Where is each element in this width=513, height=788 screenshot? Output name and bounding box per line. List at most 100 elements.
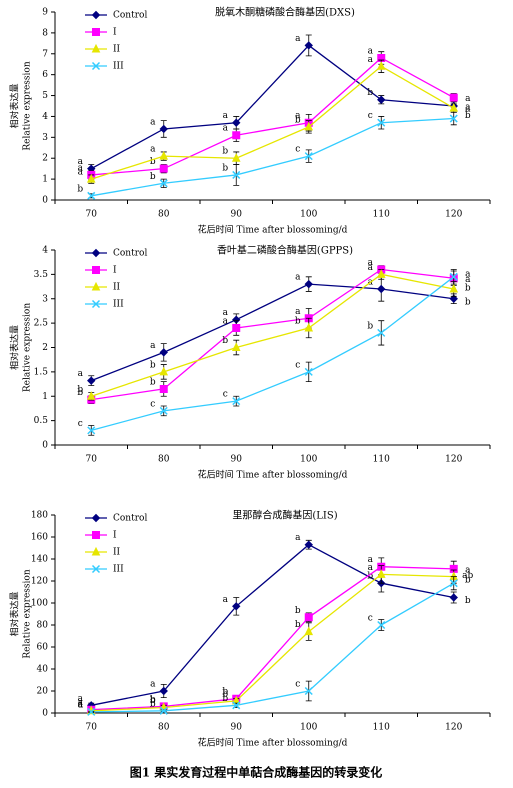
y-axis-label: Relative expression [23, 569, 33, 658]
x-axis-label: 花后时间 Time after blossoming/d [198, 737, 348, 749]
x-tick-label: 120 [445, 210, 462, 220]
series-line [91, 268, 454, 401]
significance-letter: a [295, 111, 301, 121]
data-point [304, 626, 314, 636]
series-line [91, 276, 455, 432]
y-tick-label: 6 [42, 70, 48, 80]
x-tick-label: 70 [86, 210, 98, 220]
legend-label: Control [113, 11, 147, 21]
y-axis-label: 相对表达量 [9, 591, 21, 636]
data-point [304, 540, 313, 549]
significance-letter: b [295, 620, 301, 630]
data-point [159, 384, 168, 393]
legend-label: III [113, 565, 124, 575]
legend-label: Control [113, 514, 147, 524]
y-tick-label: 1.5 [34, 367, 49, 377]
significance-letter: b [465, 111, 471, 121]
legend-label: II [113, 548, 121, 558]
y-tick-label: 100 [31, 599, 48, 609]
x-tick-label: 120 [445, 455, 462, 465]
significance-letter: a [150, 341, 156, 351]
data-point [304, 152, 313, 161]
chart-title: 香叶基二磷酸合酶基因(GPPS) [217, 244, 353, 257]
significance-letter: ab [462, 571, 473, 581]
x-tick-label: 90 [231, 723, 243, 733]
y-tick-label: 2.5 [34, 319, 49, 329]
significance-letter: b [150, 699, 156, 709]
x-tick-label: 110 [373, 723, 390, 733]
significance-letter: b [295, 317, 301, 327]
series-line [90, 44, 454, 170]
data-point [87, 426, 96, 435]
data-point [232, 170, 241, 179]
series-line [91, 117, 454, 197]
series-line [91, 582, 455, 713]
legend-marker [91, 248, 101, 258]
x-tick-label: 80 [158, 210, 170, 220]
x-tick-label: 120 [445, 723, 462, 733]
data-point [232, 602, 241, 611]
x-tick-label: 100 [300, 210, 317, 220]
series-line [91, 543, 454, 706]
significance-letter: b [150, 696, 156, 706]
significance-letter: b [222, 336, 228, 346]
significance-letter: c [150, 399, 155, 409]
data-point [377, 284, 386, 294]
chart-title: 里那醇合成酶基因(LIS) [232, 509, 337, 522]
significance-letter: b [465, 576, 471, 586]
significance-letter: b [222, 163, 228, 173]
legend-marker [91, 61, 101, 71]
y-tick-label: 0 [42, 709, 48, 719]
significance-letter: a [78, 157, 84, 167]
data-point [376, 269, 386, 278]
y-tick-label: 3.5 [34, 270, 49, 280]
x-axis-label: 花后时间 Time after blossoming/d [198, 469, 348, 481]
significance-letter: a [295, 273, 301, 283]
data-point [232, 397, 241, 406]
data-point [232, 701, 241, 710]
significance-letter: b [367, 572, 373, 582]
data-point [377, 328, 386, 337]
data-point [304, 41, 313, 50]
data-point [87, 376, 96, 385]
data-point [86, 173, 96, 183]
y-tick-label: 4 [42, 246, 48, 256]
x-axis-label: 花后时间 Time after blossoming/d [198, 224, 348, 236]
significance-letter: c [78, 419, 83, 429]
significance-letter: a [368, 55, 374, 65]
significance-letter: a [223, 124, 229, 134]
legend-marker [91, 546, 101, 556]
data-point [304, 322, 314, 332]
data-point [376, 61, 386, 70]
data-point [449, 102, 459, 112]
data-point [376, 569, 386, 578]
data-point [449, 564, 458, 573]
significance-letter: a [223, 595, 229, 605]
significance-letter: b [295, 606, 301, 616]
significance-letter: b [222, 689, 228, 699]
x-tick-label: 110 [373, 210, 390, 220]
legend-label: II [113, 45, 121, 55]
y-tick-label: 8 [42, 28, 48, 38]
data-point [304, 686, 313, 696]
significance-letter: a [223, 111, 229, 121]
y-tick-label: 7 [42, 49, 48, 59]
legend-marker [91, 10, 101, 20]
data-point [304, 367, 313, 376]
significance-letter: b [150, 695, 156, 705]
y-tick-label: 3 [42, 294, 48, 304]
y-tick-label: 1 [42, 392, 48, 402]
significance-letter: a [78, 694, 84, 704]
significance-letter: b [150, 157, 156, 167]
data-point [449, 283, 459, 293]
y-axis-label: Relative expression [23, 303, 33, 392]
x-tick-label: 80 [158, 455, 170, 465]
significance-letter: b [77, 184, 83, 194]
data-point [232, 324, 241, 332]
data-point [232, 118, 241, 127]
significance-letter: b [150, 360, 156, 370]
data-point [304, 121, 314, 131]
y-tick-label: 20 [37, 687, 49, 697]
data-point [377, 95, 386, 104]
y-tick-label: 140 [31, 555, 48, 565]
